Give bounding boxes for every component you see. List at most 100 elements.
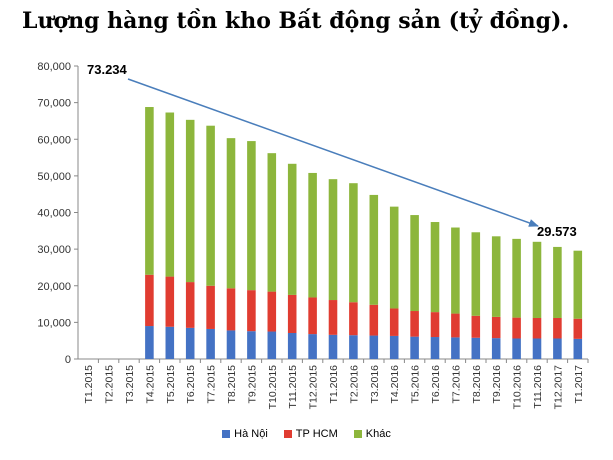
bar-segment	[491, 338, 501, 359]
bar-segment	[308, 172, 317, 298]
legend-swatch	[353, 430, 362, 439]
bar-segment	[226, 288, 236, 331]
legend-label: Khác	[365, 428, 391, 440]
chart-title: Lượng hàng tồn kho Bất động sản (tỷ đồng…	[22, 8, 570, 34]
bar-segment	[430, 312, 440, 338]
bar-segment	[532, 241, 542, 318]
y-tick-label: 0	[65, 354, 71, 366]
legend-swatch	[222, 430, 231, 439]
bar-segment	[226, 138, 236, 289]
bar-segment	[512, 317, 521, 339]
bar-segment	[532, 317, 542, 339]
bar-segment	[471, 232, 481, 316]
bar-segment	[185, 282, 195, 328]
bar-segment	[451, 337, 460, 359]
x-tick-label: T4.2015	[144, 365, 156, 404]
legend: Hà Nội TP HCM Khác	[0, 428, 613, 440]
bar-segment	[185, 119, 195, 283]
bar-segment	[145, 326, 154, 359]
bar-segment	[369, 304, 379, 336]
y-tick-label: 70,000	[37, 98, 71, 110]
bar-segment	[410, 336, 419, 359]
bar-segment	[165, 276, 175, 327]
legend-item: Khác	[353, 428, 391, 440]
bar-segment	[389, 335, 399, 359]
x-tick-label: T10.2015	[267, 365, 279, 410]
bar-segment	[430, 337, 440, 359]
x-tick-label: T6.2015	[185, 365, 197, 404]
y-tick-label: 20,000	[37, 281, 71, 293]
bar-segment	[287, 163, 297, 295]
y-tick-label: 60,000	[37, 134, 71, 146]
x-tick-label: T5.2015	[165, 365, 177, 404]
bar-segment	[247, 290, 256, 332]
bar-segment	[389, 206, 399, 309]
bar-segment	[247, 331, 256, 359]
legend-label: Hà Nội	[234, 428, 268, 440]
x-tick-label: T12.2015	[308, 365, 320, 410]
x-tick-label: T3.2015	[124, 365, 136, 404]
x-tick-label: T9.2016	[491, 365, 503, 404]
bar-segment	[349, 335, 358, 359]
x-tick-label: T1.2016	[328, 365, 340, 404]
bar-segment	[185, 327, 195, 359]
ticks: 0 10,000 20,000 30,000 40,000 50,000 60,000 70,…	[37, 61, 589, 410]
x-tick-label: T10.2016	[512, 365, 524, 410]
bar-segment	[349, 302, 358, 336]
x-tick-label: T3.2016	[369, 365, 381, 404]
bar-segment	[532, 338, 542, 359]
bar-segment	[206, 328, 215, 359]
x-tick-label: T2.2016	[348, 365, 360, 404]
bars	[145, 107, 583, 359]
x-tick-label: T7.2016	[450, 365, 462, 404]
bar-segment	[410, 311, 419, 337]
legend-item: TP HCM	[283, 428, 338, 440]
bar-segment	[491, 316, 501, 339]
trend-arrow	[127, 78, 539, 227]
bar-segment	[491, 236, 501, 317]
legend-swatch	[283, 430, 292, 439]
bar-segment	[553, 338, 562, 359]
x-tick-label: T12.2017	[552, 365, 564, 410]
bar-segment	[369, 194, 379, 305]
bar-segment	[349, 183, 358, 303]
bar-segment	[512, 338, 521, 359]
bar-segment	[553, 317, 562, 339]
bar-segment	[553, 246, 562, 318]
bar-segment	[308, 297, 317, 335]
y-tick-label: 10,000	[37, 317, 71, 329]
y-tick-label: 40,000	[37, 208, 71, 220]
bar-segment	[512, 238, 521, 318]
bar-segment	[206, 285, 215, 329]
bar-segment	[267, 291, 277, 332]
x-tick-label: T5.2016	[410, 365, 422, 404]
bar-segment	[267, 153, 277, 292]
end-value-label: 29.573	[537, 224, 577, 239]
bar-segment	[573, 338, 583, 359]
x-tick-label: T11.2016	[532, 365, 544, 409]
bar-segment	[267, 331, 277, 359]
bar-segment	[451, 313, 460, 338]
y-tick-label: 30,000	[37, 244, 71, 256]
bar-segment	[308, 334, 317, 359]
bar-segment	[328, 300, 338, 335]
bar-segment	[247, 141, 256, 291]
legend-item: Hà Nội	[222, 428, 268, 440]
bar-segment	[451, 227, 460, 314]
bar-segment	[573, 250, 583, 319]
bar-segment	[145, 107, 154, 275]
bar-segment	[471, 315, 481, 338]
x-tick-label: T6.2016	[430, 365, 442, 404]
x-tick-label: T11.2015	[287, 365, 299, 409]
x-tick-label: T1.2015	[83, 365, 95, 404]
x-tick-label: T8.2015	[226, 365, 238, 404]
bar-segment	[410, 215, 419, 312]
bar-segment	[369, 335, 379, 359]
bar-segment	[206, 125, 215, 286]
bar-segment	[287, 332, 297, 359]
bar-segment	[328, 179, 338, 301]
x-tick-label: T8.2016	[471, 365, 483, 404]
bar-segment	[389, 308, 399, 336]
x-tick-label: T4.2016	[389, 365, 401, 404]
